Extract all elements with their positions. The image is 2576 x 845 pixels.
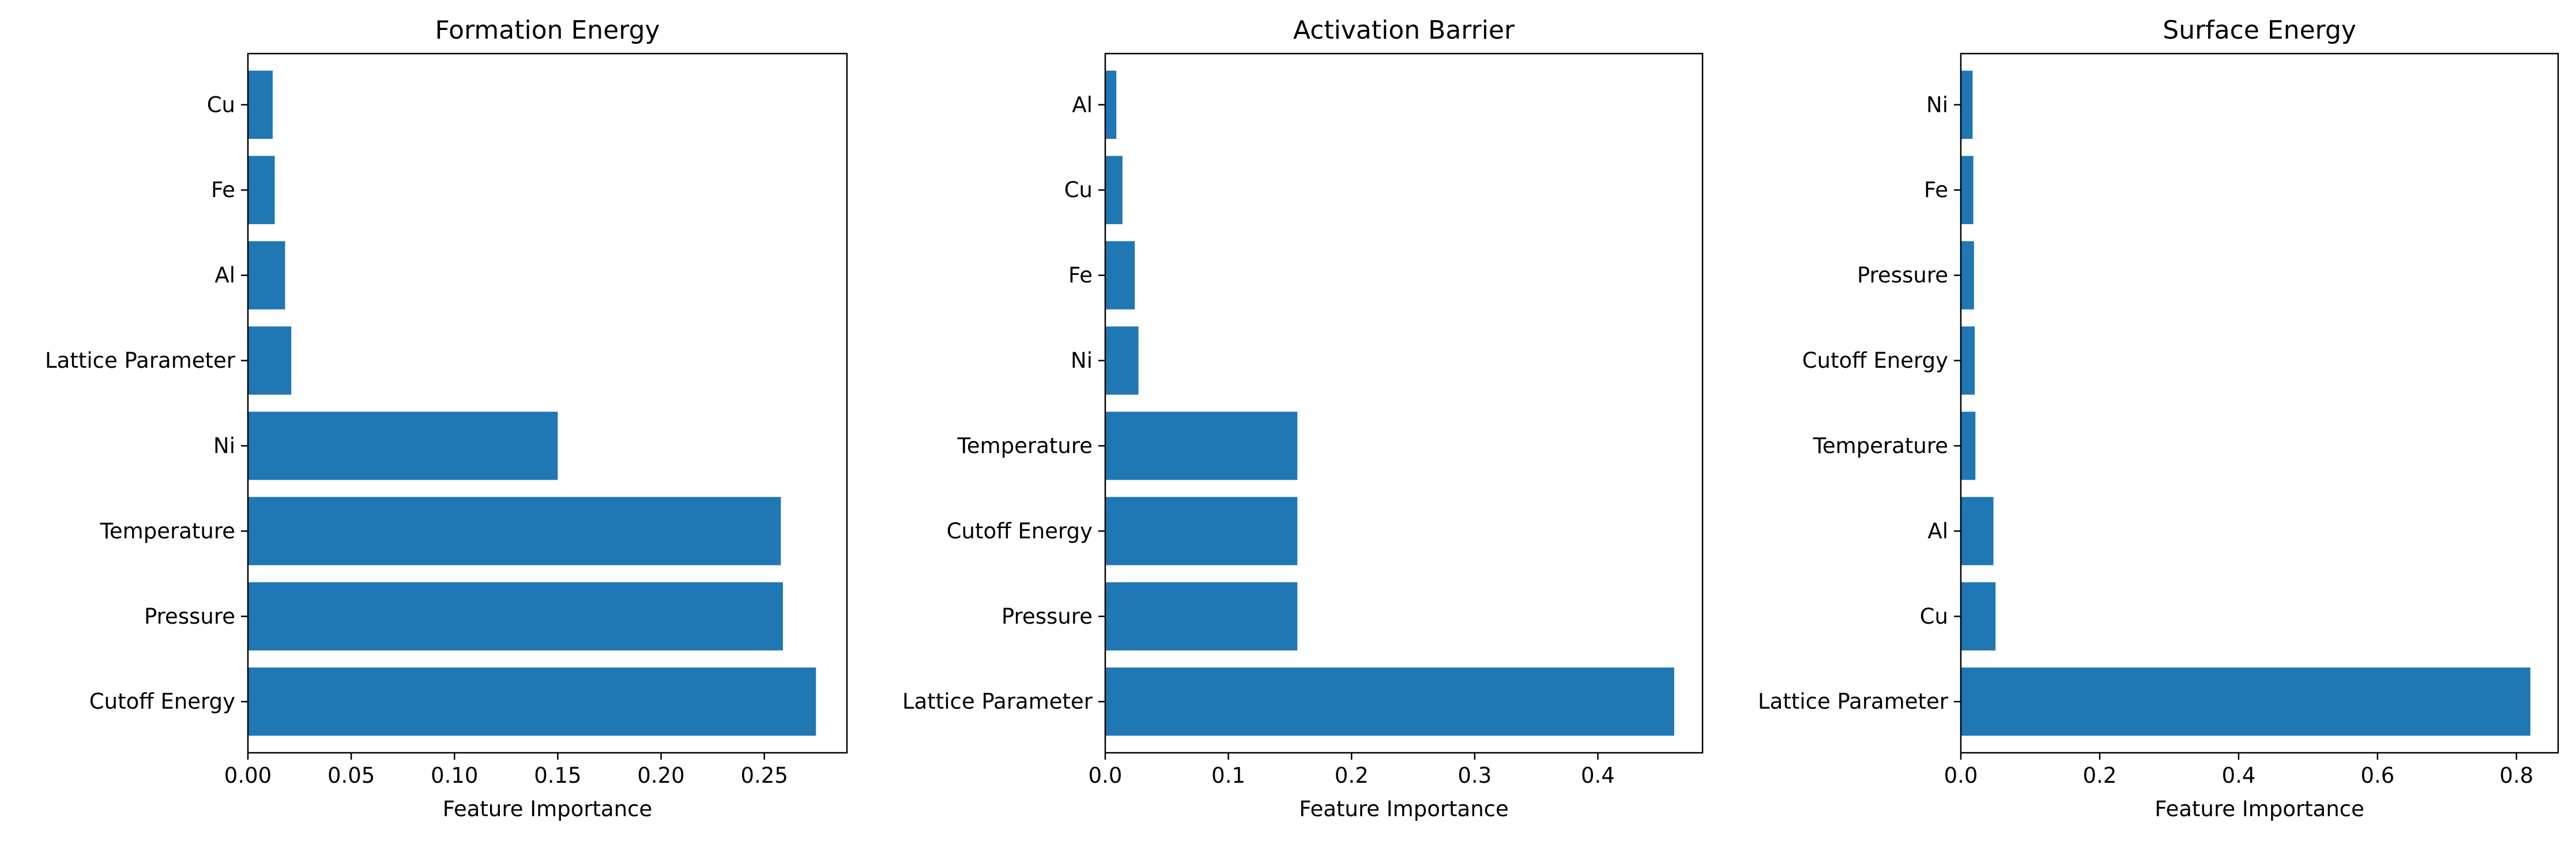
y-tick-label: Pressure <box>144 604 235 629</box>
y-tick-label: Cu <box>1920 604 1948 629</box>
x-tick-label: 0.05 <box>327 763 375 788</box>
bar-al <box>1105 70 1117 139</box>
y-tick-label: Temperature <box>957 433 1093 458</box>
bar-temperature <box>1961 412 1976 480</box>
bar-cu <box>1105 156 1123 224</box>
y-tick-label: Lattice Parameter <box>45 348 236 373</box>
x-tick-label: 0.20 <box>637 763 684 788</box>
y-tick-label: Lattice Parameter <box>1758 689 1949 714</box>
x-axis-label: Feature Importance <box>1299 797 1509 821</box>
y-tick-label: Lattice Parameter <box>902 689 1093 714</box>
chart-panel-activation-barrier: Lattice Parameter Pressure Cutoff Energy Te… <box>902 16 1704 821</box>
x-tick-label: 0.0 <box>1089 763 1123 788</box>
x-axis-label: Feature Importance <box>443 797 653 821</box>
y-tick-label: Pressure <box>1001 604 1093 629</box>
bar-ni <box>1105 326 1139 395</box>
y-tick-label: Fe <box>211 178 235 202</box>
bar-cu <box>1961 582 1996 651</box>
x-tick-label: 0.8 <box>2499 763 2533 788</box>
bar-ni <box>248 412 558 480</box>
x-tick-label: 0.25 <box>740 763 788 788</box>
y-tick-label: Al <box>1927 519 1948 544</box>
x-tick-label: 0.4 <box>1581 763 1615 788</box>
bar-pressure <box>1961 241 1974 310</box>
y-tick-label: Ni <box>1071 348 1093 373</box>
bar-al <box>248 241 285 310</box>
x-tick-label: 0.00 <box>224 763 272 788</box>
chart-panel-surface-energy: Lattice Parameter Cu Al Temperature Cutoff E… <box>1758 16 2559 821</box>
y-tick-label: Fe <box>1068 263 1093 288</box>
y-tick-label: Fe <box>1924 178 1948 202</box>
chart-title: Activation Barrier <box>1293 16 1515 45</box>
bar-cu <box>248 70 273 139</box>
chart-title: Formation Energy <box>435 16 660 45</box>
y-tick-label: Ni <box>213 433 235 458</box>
y-tick-label: Cutoff Energy <box>1802 348 1948 373</box>
bar-al <box>1961 497 1994 565</box>
bar-lattice-parameter <box>1961 667 2530 736</box>
x-tick-label: 0.2 <box>1335 763 1369 788</box>
bar-fe <box>1961 156 1974 224</box>
bar-fe <box>248 156 275 224</box>
y-tick-label: Cutoff Energy <box>947 519 1093 544</box>
y-tick-label: Al <box>214 263 235 288</box>
y-tick-label: Cu <box>1064 178 1093 202</box>
x-tick-label: 0.6 <box>2360 763 2394 788</box>
x-tick-label: 0.15 <box>534 763 581 788</box>
plot-frame <box>1104 52 1704 754</box>
bar-lattice-parameter <box>1105 667 1674 736</box>
x-tick-label: 0.10 <box>431 763 478 788</box>
bar-temperature <box>248 497 781 565</box>
plot-frame <box>247 52 848 754</box>
y-tick-label: Al <box>1072 92 1093 117</box>
plot-frame <box>1960 52 2559 754</box>
bar-fe <box>1105 241 1135 310</box>
y-tick-label: Pressure <box>1857 263 1948 288</box>
x-tick-label: 0.4 <box>2221 763 2255 788</box>
x-tick-label: 0.3 <box>1458 763 1492 788</box>
chart-panel-formation-energy: Cutoff Energy Pressure Temperature Ni Lattic… <box>45 16 848 821</box>
x-tick-label: 0.0 <box>1944 763 1978 788</box>
bar-temperature <box>1105 412 1298 480</box>
bar-cutoff-energy <box>1105 497 1298 565</box>
bar-pressure <box>248 582 783 651</box>
bar-ni <box>1961 70 1973 139</box>
y-tick-label: Cu <box>207 92 235 117</box>
x-tick-label: 0.2 <box>2083 763 2117 788</box>
y-tick-label: Cutoff Energy <box>89 689 235 714</box>
bar-lattice-parameter <box>248 326 292 395</box>
bar-pressure <box>1105 582 1298 651</box>
y-tick-label: Temperature <box>1813 433 1948 458</box>
x-tick-label: 0.1 <box>1211 763 1245 788</box>
y-tick-label: Temperature <box>100 519 235 544</box>
bar-cutoff-energy <box>1961 326 1975 395</box>
chart-title: Surface Energy <box>2163 16 2356 45</box>
y-tick-label: Ni <box>1926 92 1948 117</box>
bar-cutoff-energy <box>248 667 816 736</box>
x-axis-label: Feature Importance <box>2155 797 2364 821</box>
